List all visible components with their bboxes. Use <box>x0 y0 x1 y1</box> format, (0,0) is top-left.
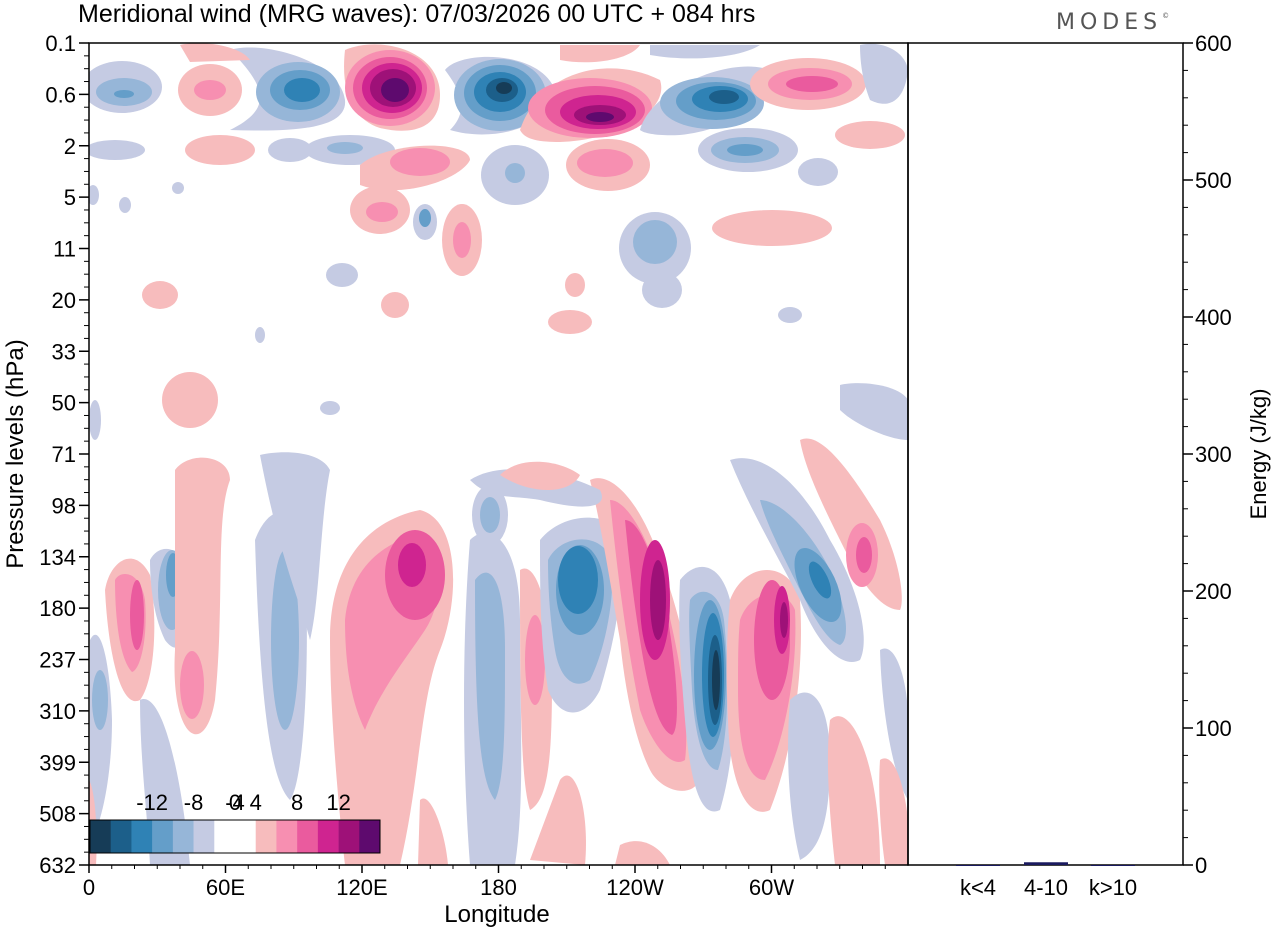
logo-text: MODES <box>1056 10 1163 35</box>
energy-panel-frame <box>907 42 1184 866</box>
colorbar-swatch <box>214 820 236 853</box>
pressure-axis: 0.1 0.6 2 5 11 20 33 50 71 98 134 180 237 310 399 508 63… <box>39 31 89 878</box>
colorbar-swatch <box>110 820 132 853</box>
upper-wave-1 <box>89 61 162 113</box>
energy-axis: 0 100 200 300 400 500 600 <box>1183 31 1232 878</box>
longitude-tick-label: 180 <box>480 875 517 900</box>
pressure-tick-label: 0.1 <box>45 31 76 56</box>
pressure-axis-title: Pressure levels (hPa) <box>2 339 29 568</box>
colorbar-swatch <box>235 820 257 853</box>
pressure-tick-label: 399 <box>39 750 76 775</box>
pressure-tick-label: 50 <box>52 391 76 416</box>
colorbar-labels: -12 -8 -40 4 8 12 <box>136 790 351 815</box>
upper-wave-9 <box>180 43 908 104</box>
energy-bar <box>956 865 1000 866</box>
energy-bar <box>1091 865 1135 866</box>
pressure-tick-label: 2 <box>64 134 76 159</box>
pressure-tick-label: 134 <box>39 545 76 570</box>
energy-bars <box>956 862 1135 866</box>
pressure-tick-label: 71 <box>52 442 76 467</box>
chart-title: Meridional wind (MRG waves): 07/03/2026 … <box>78 0 755 28</box>
colorbar-swatch <box>255 820 277 853</box>
colorbar-border <box>89 819 381 854</box>
longitude-tick-label: 60W <box>749 875 794 900</box>
pressure-tick-label: 33 <box>52 339 76 364</box>
energy-axis-title: Energy (J/kg) <box>1246 389 1271 520</box>
energy-category-label: k>10 <box>1089 875 1137 900</box>
upper-wave-4 <box>344 44 440 131</box>
upper-wave-8 <box>750 58 866 110</box>
pressure-tick-label: 632 <box>39 853 76 878</box>
colorbar-swatch <box>152 820 174 853</box>
colorbar-swatches <box>89 819 381 854</box>
energy-category-label: k<4 <box>960 875 996 900</box>
longitude-tick-label: 120W <box>606 875 664 900</box>
upper-wave-2 <box>178 64 242 116</box>
pressure-tick-label: 180 <box>39 596 76 621</box>
colorbar-label: -8 <box>184 790 204 815</box>
colorbar-label: 4 <box>250 790 262 815</box>
longitude-axis: 0 60E 120E 180 120W 60W <box>83 865 886 900</box>
energy-bar <box>1024 862 1068 865</box>
colorbar-swatch <box>276 820 298 853</box>
energy-tick-label: 300 <box>1195 442 1232 467</box>
colorbar-swatch <box>317 820 339 853</box>
colorbar-label: 0 <box>229 790 241 815</box>
energy-category-label: 4-10 <box>1024 875 1068 900</box>
colorbar-label: 12 <box>326 790 350 815</box>
colorbar-label: 8 <box>291 790 303 815</box>
pressure-tick-label: 0.6 <box>45 82 76 107</box>
energy-tick-label: 600 <box>1195 31 1232 56</box>
energy-category-axis: k<4 4-10 k>10 <box>960 875 1137 900</box>
colorbar-swatch <box>338 820 360 853</box>
colorbar-swatch <box>193 820 215 853</box>
lower-wave-central <box>330 485 586 865</box>
colorbar-swatch <box>172 820 194 853</box>
pressure-tick-label: 237 <box>39 648 76 673</box>
colorbar-swatch <box>90 820 112 853</box>
modes-logo: MODES© <box>1056 10 1169 35</box>
colorbar-swatch <box>131 820 153 853</box>
lower-wave-east <box>89 383 908 865</box>
logo-mark: © <box>1162 12 1170 20</box>
longitude-tick-label: 60E <box>206 875 245 900</box>
colorbar-swatch <box>359 820 381 853</box>
longitude-axis-title: Longitude <box>444 901 549 928</box>
longitude-tick-label: 120E <box>336 875 387 900</box>
energy-tick-label: 400 <box>1195 305 1232 330</box>
energy-tick-label: 100 <box>1195 716 1232 741</box>
colorbar-label: -4 <box>225 790 245 815</box>
colorbar-label: -12 <box>136 790 168 815</box>
upper-wave-6 <box>520 68 662 142</box>
energy-tick-label: 200 <box>1195 579 1232 604</box>
stratosphere-patches <box>89 121 905 440</box>
pressure-tick-label: 98 <box>52 493 76 518</box>
pressure-tick-label: 508 <box>39 802 76 827</box>
pressure-tick-label: 20 <box>52 288 76 313</box>
colorbar-swatch <box>297 820 319 853</box>
upper-wave-3 <box>230 47 346 131</box>
pressure-tick-label: 11 <box>53 237 76 262</box>
pressure-tick-label: 5 <box>64 185 76 210</box>
upper-wave-7 <box>640 66 772 136</box>
lower-wave-west <box>90 452 330 865</box>
contour-field <box>89 43 908 865</box>
longitude-tick-label: 0 <box>83 875 95 900</box>
pressure-tick-label: 310 <box>39 699 76 724</box>
energy-tick-label: 500 <box>1195 168 1232 193</box>
energy-tick-label: 0 <box>1195 853 1207 878</box>
